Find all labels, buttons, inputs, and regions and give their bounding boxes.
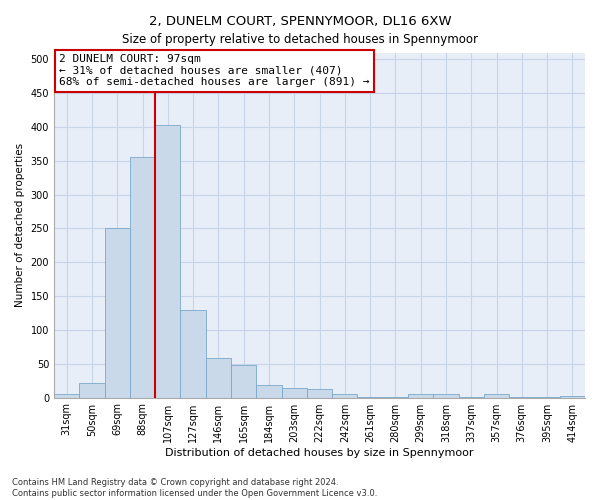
- Bar: [332, 394, 358, 398]
- Bar: [130, 158, 155, 398]
- Bar: [509, 397, 535, 398]
- Text: 2 DUNELM COURT: 97sqm
← 31% of detached houses are smaller (407)
68% of semi-det: 2 DUNELM COURT: 97sqm ← 31% of detached …: [59, 54, 370, 88]
- Text: 2, DUNELM COURT, SPENNYMOOR, DL16 6XW: 2, DUNELM COURT, SPENNYMOOR, DL16 6XW: [149, 15, 451, 28]
- Bar: [181, 310, 206, 398]
- Y-axis label: Number of detached properties: Number of detached properties: [15, 143, 25, 307]
- Bar: [383, 397, 408, 398]
- Bar: [484, 394, 509, 398]
- Bar: [155, 125, 181, 398]
- Bar: [458, 397, 484, 398]
- Bar: [535, 397, 560, 398]
- Bar: [281, 388, 307, 398]
- Bar: [104, 228, 130, 398]
- X-axis label: Distribution of detached houses by size in Spennymoor: Distribution of detached houses by size …: [165, 448, 474, 458]
- Bar: [79, 382, 104, 398]
- Bar: [358, 397, 383, 398]
- Text: Contains HM Land Registry data © Crown copyright and database right 2024.
Contai: Contains HM Land Registry data © Crown c…: [12, 478, 377, 498]
- Bar: [408, 394, 433, 398]
- Text: Size of property relative to detached houses in Spennymoor: Size of property relative to detached ho…: [122, 32, 478, 46]
- Bar: [256, 386, 281, 398]
- Bar: [206, 358, 231, 398]
- Bar: [231, 365, 256, 398]
- Bar: [560, 396, 585, 398]
- Bar: [54, 394, 79, 398]
- Bar: [307, 390, 332, 398]
- Bar: [433, 394, 458, 398]
